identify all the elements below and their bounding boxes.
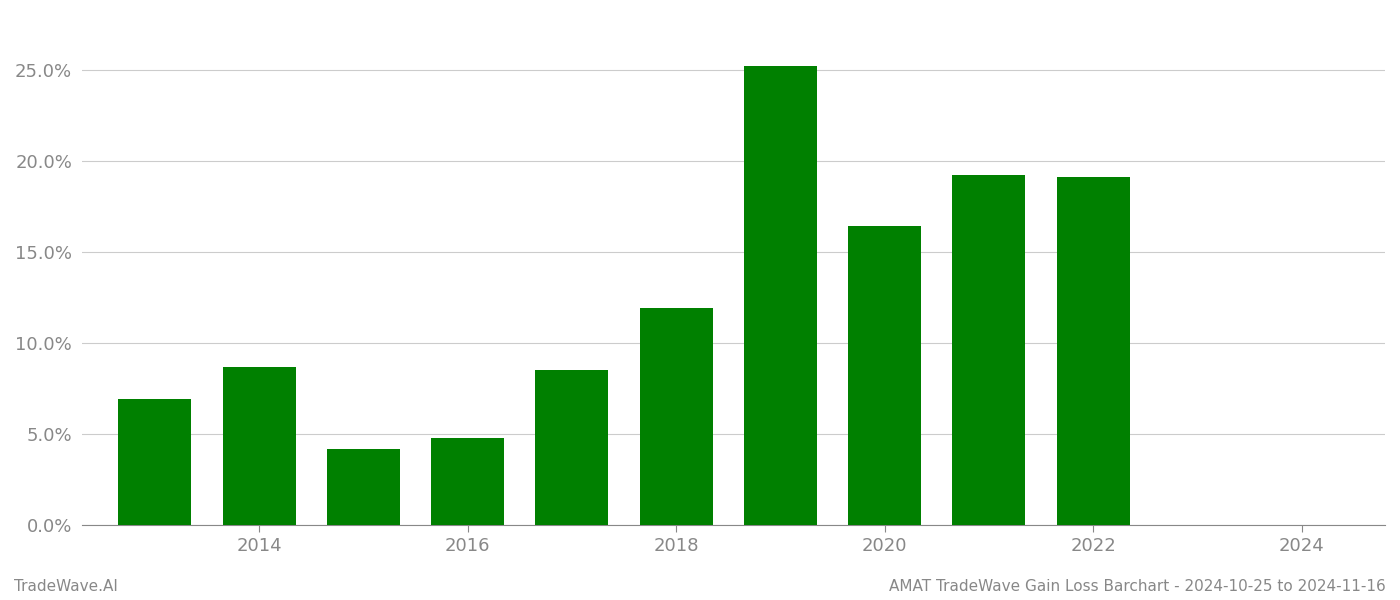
Bar xyxy=(952,175,1025,525)
Bar xyxy=(848,226,921,525)
Bar xyxy=(431,438,504,525)
Bar xyxy=(640,308,713,525)
Text: AMAT TradeWave Gain Loss Barchart - 2024-10-25 to 2024-11-16: AMAT TradeWave Gain Loss Barchart - 2024… xyxy=(889,579,1386,594)
Bar xyxy=(1057,177,1130,525)
Bar xyxy=(119,400,192,525)
Text: TradeWave.AI: TradeWave.AI xyxy=(14,579,118,594)
Bar xyxy=(535,370,609,525)
Bar xyxy=(223,367,295,525)
Bar xyxy=(743,66,816,525)
Bar xyxy=(326,449,400,525)
